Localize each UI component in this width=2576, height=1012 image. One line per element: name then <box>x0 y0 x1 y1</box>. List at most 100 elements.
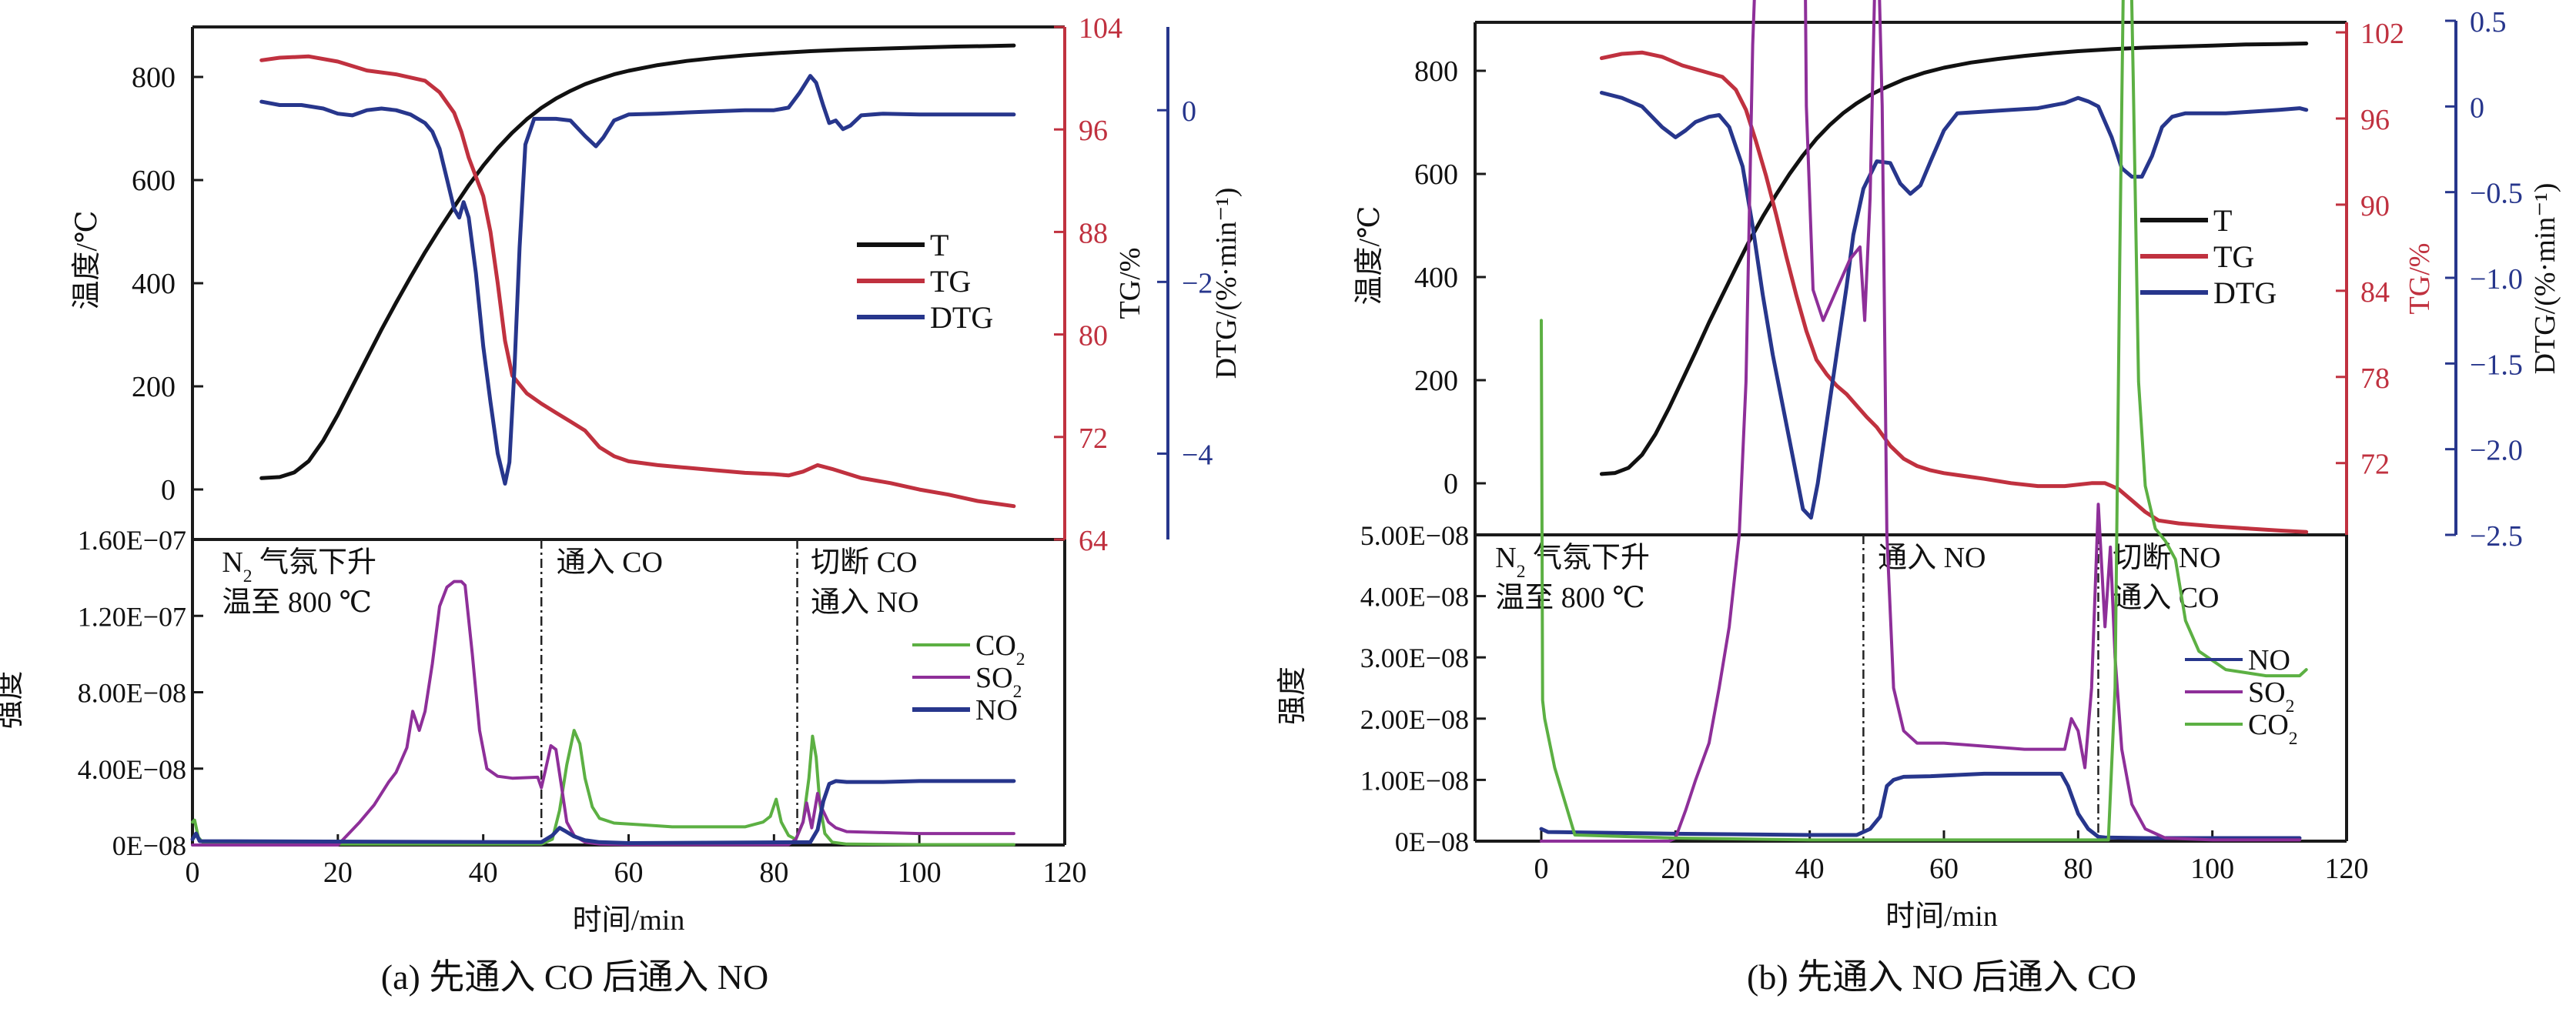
a-x-tick-label: 20 <box>323 857 353 889</box>
b-annotation-0-line-0: N2 气氛下升 <box>1495 542 1650 582</box>
b-temp-tick-label: 200 <box>1414 365 1458 397</box>
b-x-tick-label: 120 <box>2325 853 2369 885</box>
b-intensity-tick-label: 2.00E−08 <box>1360 704 1469 735</box>
b-intensity-tick-label: 5.00E−08 <box>1360 520 1469 551</box>
a-series-dtg <box>259 74 1016 486</box>
b-caption: (b) 先通入 NO 后通入 CO <box>1747 957 2136 997</box>
a-series-tg <box>259 54 1016 509</box>
b-temp-axis-title: 温度/℃ <box>1353 205 1386 305</box>
b-series-co2 <box>1540 0 2308 842</box>
b-annotation-2-line-0: 切断 NO <box>2113 542 2220 574</box>
b-x-tick-label: 0 <box>1534 853 1549 885</box>
b-tg-tick-label: 90 <box>2360 190 2390 222</box>
a-tg-tick-label: 88 <box>1079 217 1108 249</box>
b-temp-tick-label: 600 <box>1414 159 1458 191</box>
b-tg-tick-label: 72 <box>2360 449 2390 481</box>
a-x-axis-title: 时间/min <box>573 904 685 937</box>
b-tg-tick-label: 84 <box>2360 276 2390 309</box>
b-series-t <box>1599 42 2309 476</box>
a-tg-tick-label: 80 <box>1079 320 1108 352</box>
b-x-tick-label: 80 <box>2063 853 2093 885</box>
b-dtg-tick-label: −1.5 <box>2470 349 2523 381</box>
b-dtg-axis-title: DTG/(%·min⁻¹) <box>2529 183 2561 375</box>
a-annotation-2-line-1: 通入 NO <box>811 586 918 619</box>
a-legend-label-co2: CO2 <box>975 630 1025 670</box>
b-intensity-tick-label: 0E−08 <box>1395 827 1469 857</box>
a-annotation-2-line-0: 切断 CO <box>811 546 917 579</box>
a-intensity-axis-title: 强度 <box>0 670 26 729</box>
b-annotation-1-line-0: 通入 NO <box>1878 542 1986 574</box>
a-series-co2 <box>191 729 1015 847</box>
a-temp-tick-label: 400 <box>132 268 176 300</box>
b-annotation-2-line-1: 通入 CO <box>2113 582 2219 614</box>
b-temp-tick-label: 800 <box>1414 55 1458 88</box>
b-temp-tick-label: 0 <box>1444 468 1458 500</box>
a-dtg-tick-label: −4 <box>1182 439 1213 471</box>
a-x-tick-label: 40 <box>469 857 498 889</box>
a-tg-axis-title: TG/% <box>1114 248 1146 319</box>
b-tg-tick-label: 78 <box>2360 362 2390 395</box>
a-dtg-tick-label: −2 <box>1182 267 1213 299</box>
a-intensity-tick-label: 0E−08 <box>112 830 186 861</box>
b-legend-label-t: T <box>2213 203 2232 238</box>
b-legend-label-tg: TG <box>2213 239 2254 274</box>
b-intensity-tick-label: 4.00E−08 <box>1360 582 1469 613</box>
b-series-no <box>1539 771 2302 840</box>
a-temp-tick-label: 600 <box>132 165 176 197</box>
b-x-axis-title: 时间/min <box>1885 900 1998 933</box>
b-annotation-0-line-1: 温至 800 ℃ <box>1495 582 1645 614</box>
a-x-tick-label: 80 <box>759 857 788 889</box>
b-x-tick-label: 40 <box>1795 853 1825 885</box>
a-dtg-axis-title: DTG/(%·min⁻¹) <box>1210 188 1243 379</box>
b-dtg-tick-label: −1.0 <box>2470 263 2523 296</box>
b-series-so2 <box>1540 0 2301 843</box>
a-series-no <box>190 779 1016 845</box>
a-legend-label-so2: SO2 <box>975 662 1022 702</box>
a-legend-label-t: T <box>930 228 948 262</box>
a-annotation-1-line-0: 通入 CO <box>557 546 663 579</box>
b-legend-label-no: NO <box>2248 644 2290 676</box>
a-x-tick-label: 0 <box>186 857 200 889</box>
b-dtg-tick-label: −2.0 <box>2470 435 2523 467</box>
a-series-t <box>259 43 1016 480</box>
b-x-tick-label: 20 <box>1661 853 1690 885</box>
a-annotation-0-line-0: N2 气氛下升 <box>222 546 376 586</box>
b-dtg-tick-label: 0.5 <box>2470 6 2507 38</box>
a-x-tick-label: 100 <box>898 857 942 889</box>
a-temp-tick-label: 200 <box>132 371 176 403</box>
a-dtg-tick-label: 0 <box>1182 95 1196 128</box>
a-tg-tick-label: 104 <box>1079 12 1122 45</box>
a-tg-tick-label: 72 <box>1079 423 1108 455</box>
b-intensity-tick-label: 3.00E−08 <box>1360 643 1469 673</box>
a-temp-tick-label: 0 <box>161 474 176 506</box>
b-intensity-tick-label: 1.00E−08 <box>1360 765 1469 796</box>
a-series-so2 <box>191 579 1015 847</box>
b-x-tick-label: 100 <box>2190 853 2234 885</box>
a-tg-tick-label: 96 <box>1079 115 1108 147</box>
a-annotation-0-line-1: 温至 800 ℃ <box>222 586 372 619</box>
b-x-tick-label: 60 <box>1929 853 1959 885</box>
a-x-tick-label: 60 <box>614 857 644 889</box>
b-dtg-tick-label: −2.5 <box>2470 520 2523 553</box>
b-legend-label-co2: CO2 <box>2248 709 2298 749</box>
a-intensity-tick-label: 1.20E−07 <box>78 601 186 632</box>
b-legend-label-dtg: DTG <box>2213 276 2277 310</box>
a-caption: (a) 先通入 CO 后通入 NO <box>381 957 768 997</box>
b-intensity-axis-title: 强度 <box>1276 666 1309 725</box>
b-legend-label-so2: SO2 <box>2248 676 2294 716</box>
b-tg-tick-label: 102 <box>2360 18 2404 50</box>
a-legend-label-tg: TG <box>930 264 971 299</box>
a-legend-label-dtg: DTG <box>930 300 993 335</box>
b-series-dtg <box>1599 91 2309 520</box>
b-tg-axis-title: TG/% <box>2404 243 2436 315</box>
a-legend-label-no: NO <box>975 694 1018 726</box>
a-intensity-tick-label: 1.60E−07 <box>78 525 186 556</box>
a-x-tick-label: 120 <box>1043 857 1087 889</box>
a-temp-tick-label: 800 <box>132 62 176 94</box>
b-dtg-tick-label: −0.5 <box>2470 178 2523 210</box>
b-dtg-tick-label: 0 <box>2470 92 2484 124</box>
a-temp-axis-title: 温度/℃ <box>71 210 103 309</box>
b-tg-tick-label: 96 <box>2360 104 2390 136</box>
b-series-tg <box>1599 50 2309 534</box>
